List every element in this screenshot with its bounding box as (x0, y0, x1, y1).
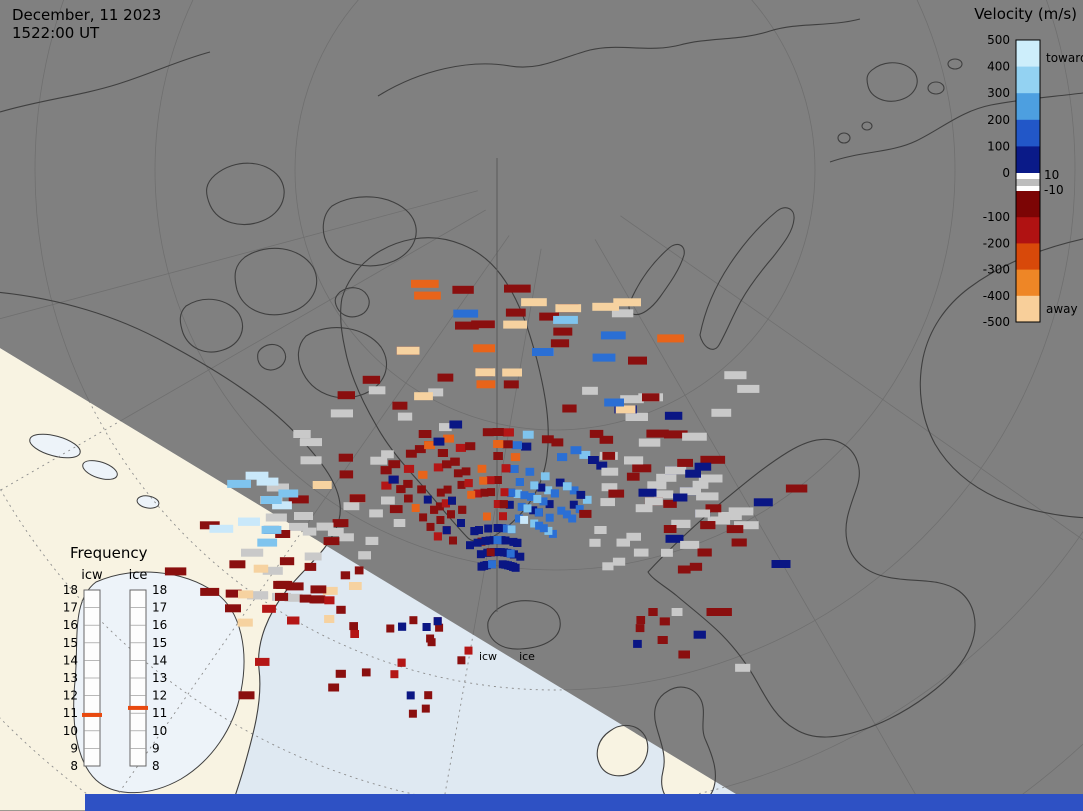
lake (82, 460, 118, 480)
svg-text:11: 11 (63, 706, 78, 720)
radar-echo-cells (164, 279, 808, 718)
svg-text:15: 15 (152, 636, 167, 650)
svg-text:9: 9 (70, 741, 78, 755)
svg-text:18: 18 (63, 583, 78, 597)
svg-text:18: 18 (152, 583, 167, 597)
svg-text:16: 16 (63, 618, 78, 632)
coastline-alaska-top (0, 51, 211, 113)
frequency-legend-title: Frequency (70, 544, 148, 562)
svg-text:15: 15 (63, 636, 78, 650)
svg-text:12: 12 (152, 689, 167, 703)
lakes-and-bays (29, 433, 245, 794)
velocity-colorbar: 500 400 300 200 100 0 -100 -200 -300 -400 -500 (983, 33, 1041, 329)
svg-text:9: 9 (152, 741, 160, 755)
svg-text:12: 12 (63, 689, 78, 703)
site-label-icw: icw (479, 650, 497, 663)
svg-text:17: 17 (63, 601, 78, 615)
svg-text:-500: -500 (983, 315, 1010, 329)
svg-text:10: 10 (63, 724, 78, 738)
svg-text:300: 300 (987, 86, 1010, 100)
svg-text:11: 11 (152, 706, 167, 720)
frequency-bars: 18 17 16 15 14 13 12 11 10 9 8 18 17 16 15 14 13 12 11 10 9 8 (63, 583, 168, 773)
svg-text:400: 400 (987, 60, 1010, 74)
svg-text:16: 16 (152, 618, 167, 632)
svg-text:14: 14 (63, 653, 78, 667)
svg-text:17: 17 (152, 601, 167, 615)
svg-text:13: 13 (63, 671, 78, 685)
date-label: December, 11 2023 (12, 6, 161, 24)
svg-text:100: 100 (987, 139, 1010, 153)
svg-text:-400: -400 (983, 289, 1010, 303)
away-label: away (1046, 302, 1078, 316)
lake (29, 433, 81, 459)
svg-text:13: 13 (152, 671, 167, 685)
bottom-progress-bar (85, 794, 1083, 811)
svg-text:500: 500 (987, 33, 1010, 47)
time-label: 1522:00 UT (12, 24, 100, 42)
svg-text:-100: -100 (983, 210, 1010, 224)
svg-text:10: 10 (152, 724, 167, 738)
svg-text:8: 8 (70, 759, 78, 773)
gs-lower-label: -10 (1044, 183, 1064, 197)
coastline-siberia-top (377, 18, 861, 97)
svg-text:14: 14 (152, 653, 167, 667)
svg-text:8: 8 (152, 759, 160, 773)
toward-label: toward (1046, 51, 1083, 65)
freq-col-icw: icw (81, 568, 103, 583)
freq-col-ice: ice (129, 568, 148, 583)
svg-text:-300: -300 (983, 263, 1010, 277)
gs-upper-label: 10 (1044, 168, 1059, 182)
svg-text:-200: -200 (983, 236, 1010, 250)
svg-text:200: 200 (987, 113, 1010, 127)
site-label-ice: ice (519, 650, 535, 663)
velocity-legend-title: Velocity (m/s) (974, 5, 1077, 23)
lake (136, 495, 160, 509)
svg-text:0: 0 (1002, 166, 1010, 180)
